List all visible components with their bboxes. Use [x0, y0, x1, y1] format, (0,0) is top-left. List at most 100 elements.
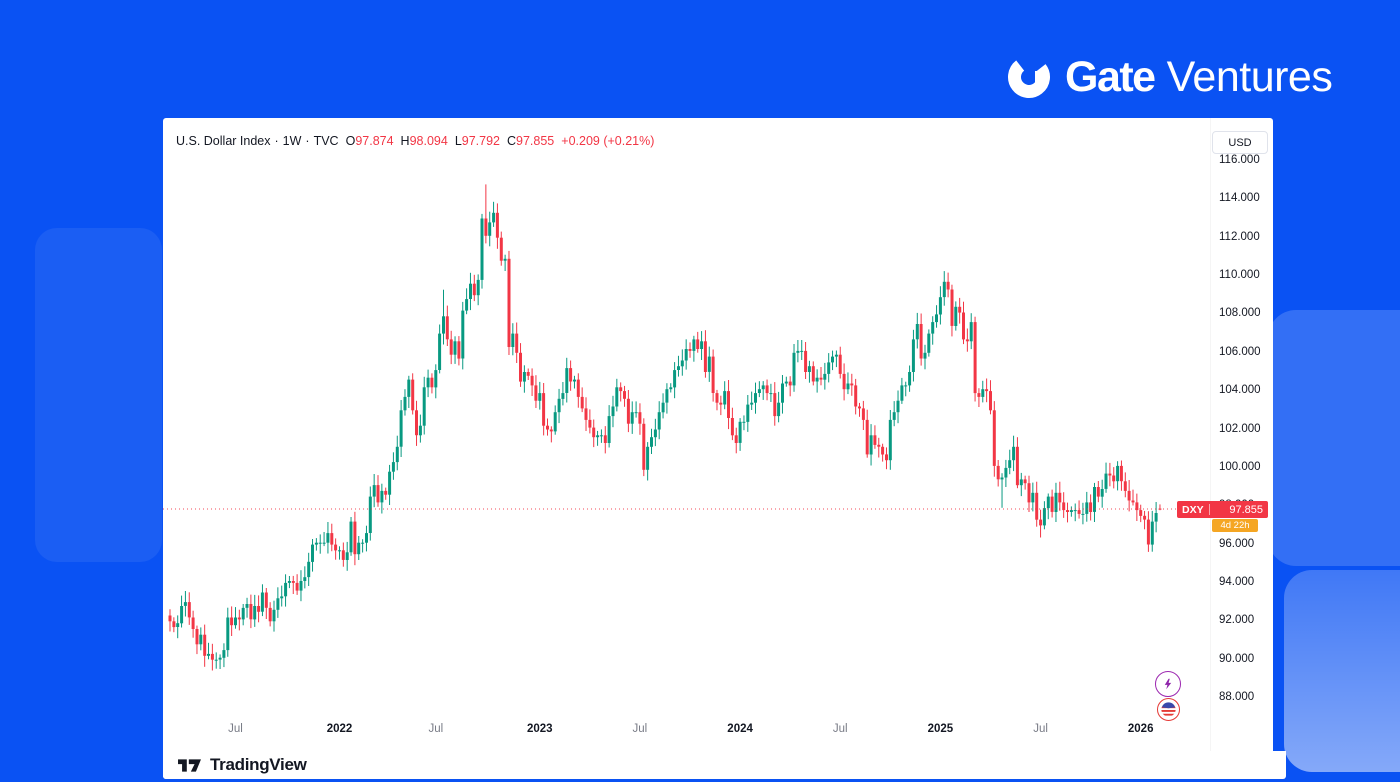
price-tick-label: 116.000 — [1219, 154, 1260, 166]
candle-body — [677, 366, 680, 370]
background-shape-right-top — [1268, 310, 1400, 566]
candle-body — [222, 650, 226, 658]
candle-body — [492, 212, 496, 223]
brand-name-gate: Gate — [1065, 52, 1156, 101]
candle-body — [915, 324, 919, 340]
candle-body — [195, 629, 199, 645]
candle-body — [272, 609, 276, 622]
price-tick-label: 108.000 — [1219, 307, 1261, 320]
candle-body — [465, 299, 469, 311]
candle-body — [299, 581, 303, 591]
candle-body — [981, 389, 985, 397]
open-value: 97.874 — [355, 134, 394, 148]
legend-separator: · — [274, 134, 279, 148]
candle-body — [858, 406, 861, 409]
interval-label[interactable]: 1W — [282, 134, 302, 148]
candle-body — [307, 561, 311, 578]
tradingview-attribution[interactable]: TradingView — [163, 751, 1286, 779]
candle-body — [1066, 510, 1069, 512]
candle-body — [992, 410, 996, 466]
candle-body — [661, 402, 665, 413]
candle-body — [318, 542, 322, 544]
candle-body — [923, 352, 927, 359]
candle-body — [418, 425, 422, 436]
candle-body — [230, 617, 234, 626]
candle-body — [341, 550, 345, 560]
candle-body — [823, 373, 827, 380]
candle-body — [526, 372, 530, 376]
candle-body — [680, 360, 684, 367]
candle-body — [445, 316, 449, 340]
candle-countdown: 4d 22h — [1212, 519, 1258, 532]
candle-body — [438, 333, 442, 370]
candle-body — [1058, 492, 1062, 503]
lightning-icon — [1164, 678, 1172, 690]
candle-body — [469, 283, 472, 299]
symbol-title[interactable]: U.S. Dollar Index — [176, 134, 271, 148]
candle-body — [557, 398, 561, 413]
candle-body — [838, 354, 842, 374]
candle-body — [962, 312, 965, 340]
candle-body — [935, 314, 938, 323]
candle-body — [422, 387, 426, 426]
price-tick-label: 94.000 — [1219, 575, 1255, 588]
candle-body — [430, 377, 434, 388]
chart-legend[interactable]: U.S. Dollar Index · 1W · TVC O97.874 H98.094 L9… — [176, 134, 654, 148]
candle-body — [1027, 483, 1031, 503]
candle-body — [403, 396, 407, 411]
candle-body — [611, 406, 615, 417]
candle-body — [965, 339, 969, 342]
candle-body — [626, 398, 630, 424]
candle-body — [881, 446, 885, 455]
candle-body — [407, 379, 411, 397]
lightning-indicator-button[interactable] — [1155, 671, 1181, 697]
tradingview-logo-icon — [178, 758, 201, 772]
candle-body — [295, 582, 299, 591]
candle-body — [792, 352, 796, 386]
candle-body — [815, 377, 819, 382]
candle-body — [314, 542, 318, 545]
candle-body — [415, 410, 418, 436]
candle-body — [638, 412, 642, 424]
candlestick-chart[interactable] — [163, 118, 1210, 751]
candle-body — [1131, 500, 1135, 503]
candle-body — [877, 444, 881, 447]
candle-body — [214, 659, 218, 661]
candle-body — [1112, 475, 1116, 482]
currency-unit-button[interactable]: USD — [1212, 131, 1268, 154]
candle-body — [546, 425, 549, 430]
candle-body — [738, 421, 742, 443]
candle-body — [199, 634, 203, 645]
candle-body — [946, 281, 950, 290]
candle-body — [989, 391, 992, 411]
candle-body — [553, 412, 557, 432]
candle-body — [1054, 492, 1058, 512]
candle-body — [380, 490, 384, 503]
candle-body — [1089, 502, 1093, 512]
candle-body — [911, 339, 915, 372]
candle-body — [954, 306, 958, 326]
candle-body — [565, 368, 569, 393]
candle-body — [499, 237, 503, 261]
candle-body — [734, 435, 738, 443]
candle-body — [584, 408, 588, 420]
candle-body — [561, 393, 565, 399]
candle-body — [326, 533, 330, 543]
candle-body — [365, 533, 368, 543]
globe-indicator-button[interactable] — [1156, 698, 1180, 721]
candle-body — [434, 370, 438, 388]
candle-body — [311, 544, 314, 562]
candle-body — [549, 429, 553, 432]
candle-body — [1104, 473, 1108, 489]
candle-body — [264, 592, 268, 608]
change-value: +0.209 (+0.21%) — [561, 134, 655, 148]
candle-body — [742, 421, 746, 423]
candle-body — [1046, 496, 1050, 509]
candle-body — [357, 542, 361, 555]
candle-body — [692, 339, 696, 351]
candle-body — [218, 657, 222, 660]
price-axis[interactable]: 116.000 114.000 112.000 110.000 108.000 106.0… — [1210, 118, 1274, 751]
tradingview-logo-text: TradingView — [210, 755, 307, 774]
candle-body — [831, 356, 834, 363]
candle-body — [807, 366, 811, 372]
